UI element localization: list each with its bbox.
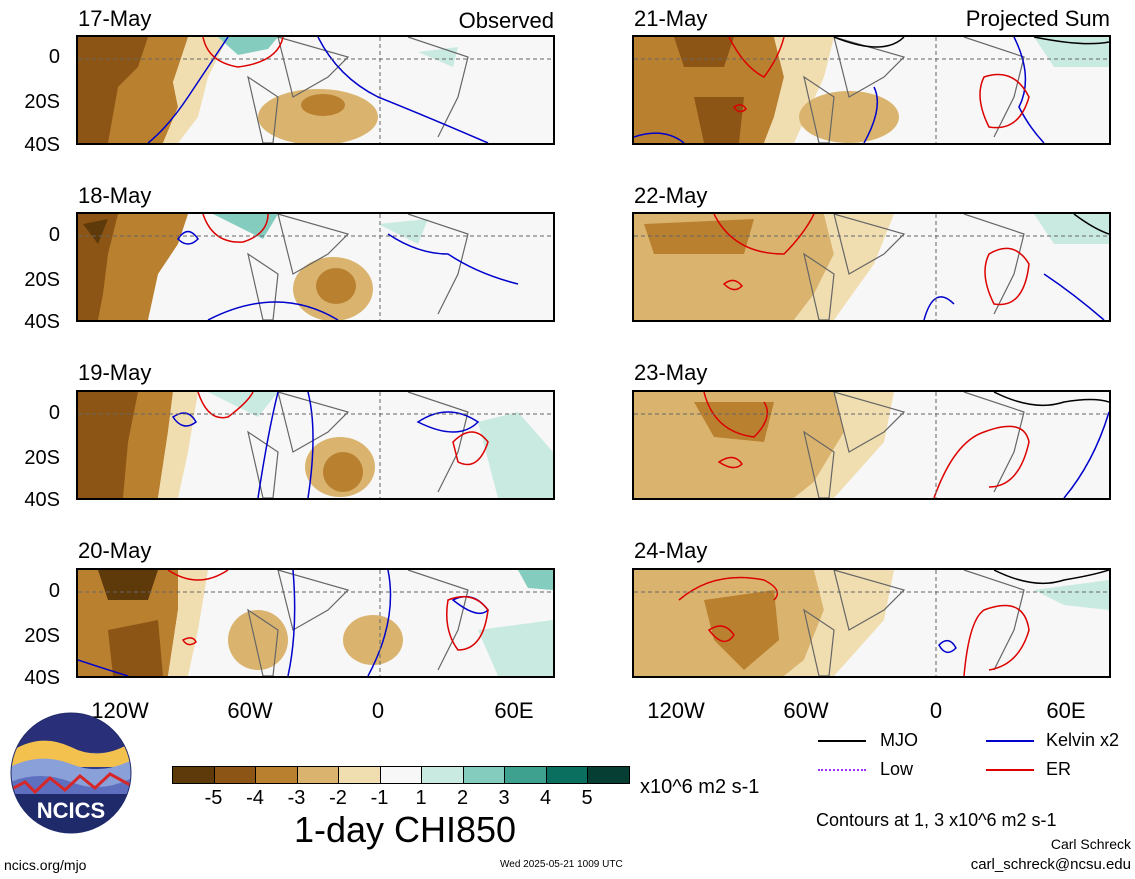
map-panel-22may: [632, 212, 1111, 322]
legend-line-er: [986, 769, 1034, 771]
colorbar-swatch: [545, 766, 588, 784]
colorbar-swatch: [255, 766, 298, 784]
x-tick-0: 0: [371, 698, 385, 723]
map-panel-19may: [76, 390, 555, 500]
panel-date-21may: 21-May: [634, 6, 708, 31]
panel-date-23may: 23-May: [634, 360, 708, 385]
projected-label: Projected Sum: [965, 6, 1110, 31]
colorbar-tick-label: -4: [246, 787, 264, 809]
colorbar-swatch: [379, 766, 422, 784]
legend-line-low: [818, 769, 866, 771]
y-tick-20s: 20S: [24, 625, 60, 647]
y-tick-40s: 40S: [24, 489, 60, 511]
colorbar-swatch: [421, 766, 464, 784]
x-tick-60w: 60W: [783, 698, 829, 723]
x-tick-0: 0: [929, 698, 943, 723]
y-tick-40s: 40S: [24, 134, 60, 156]
legend-line-mjo: [818, 740, 866, 742]
website-link[interactable]: ncics.org/mjo: [4, 857, 87, 873]
x-tick-60e: 60E: [1046, 698, 1086, 723]
colorbar-tick-label: 1: [415, 787, 427, 809]
colorbar-tick-label: -1: [370, 787, 389, 809]
map-panel-23may: [632, 390, 1111, 500]
observed-label: Observed: [458, 8, 554, 33]
panel-date-18may: 18-May: [78, 183, 152, 208]
colorbar-swatch: [587, 766, 630, 784]
y-tick-20s: 20S: [24, 269, 60, 291]
x-tick-120w: 120W: [647, 698, 705, 723]
colorbar-swatch: [213, 766, 256, 784]
colorbar-swatch: [504, 766, 547, 784]
colorbar-tick-label: -5: [204, 787, 223, 809]
legend-label-mjo: MJO: [880, 730, 918, 750]
y-tick-0: 0: [48, 580, 60, 602]
y-tick-20s: 20S: [24, 91, 60, 113]
map-panel-24may: [632, 568, 1111, 678]
y-tick-0: 0: [48, 224, 60, 246]
logo-text: NCICS: [36, 798, 106, 823]
x-tick-120w: 120W: [91, 698, 149, 723]
author-email[interactable]: carl_schreck@ncsu.edu: [970, 856, 1131, 873]
panel-date-19may: 19-May: [78, 360, 152, 385]
map-panel-17may: [76, 35, 555, 145]
ncics-logo: NCICS: [10, 712, 132, 834]
colorbar-units: x10^6 m2 s-1: [640, 776, 760, 798]
colorbar-title: 1-day CHI850: [293, 809, 517, 850]
y-tick-0: 0: [48, 402, 60, 424]
colorbar-tick-label: 5: [581, 787, 593, 809]
y-tick-40s: 40S: [24, 311, 60, 333]
x-tick-60w: 60W: [227, 698, 273, 723]
panel-date-17may: 17-May: [78, 6, 152, 31]
legend-label-low: Low: [880, 759, 914, 779]
colorbar-swatch: [172, 766, 215, 784]
legend-line-kelvin: [986, 740, 1034, 742]
author-name: Carl Schreck: [1050, 836, 1131, 852]
colorbar-tick-label: -3: [287, 787, 306, 809]
map-panel-18may: [76, 212, 555, 322]
colorbar-tick-label: -2: [329, 787, 347, 809]
y-tick-40s: 40S: [24, 667, 60, 689]
colorbar-tick-label: 2: [456, 787, 469, 809]
map-panel-21may: [632, 35, 1111, 145]
colorbar-swatch: [296, 766, 339, 784]
colorbar-tick-label: 3: [498, 787, 510, 809]
colorbar-swatch: [462, 766, 505, 784]
colorbar: [172, 766, 630, 826]
panel-date-20may: 20-May: [78, 538, 152, 563]
legend-label-er: ER: [1046, 759, 1072, 779]
y-tick-0: 0: [48, 46, 60, 68]
x-tick-60e: 60E: [494, 698, 534, 723]
panel-date-22may: 22-May: [634, 183, 708, 208]
panel-date-24may: 24-May: [634, 538, 708, 563]
legend-label-kelvin: Kelvin x2: [1046, 730, 1120, 750]
colorbar-tick-label: 4: [539, 787, 552, 809]
colorbar-swatch: [338, 766, 381, 784]
map-panel-20may: [76, 568, 555, 678]
y-tick-20s: 20S: [24, 447, 60, 469]
timestamp: Wed 2025-05-21 1009 UTC: [500, 859, 623, 870]
contours-note: Contours at 1, 3 x10^6 m2 s-1: [816, 810, 1057, 830]
